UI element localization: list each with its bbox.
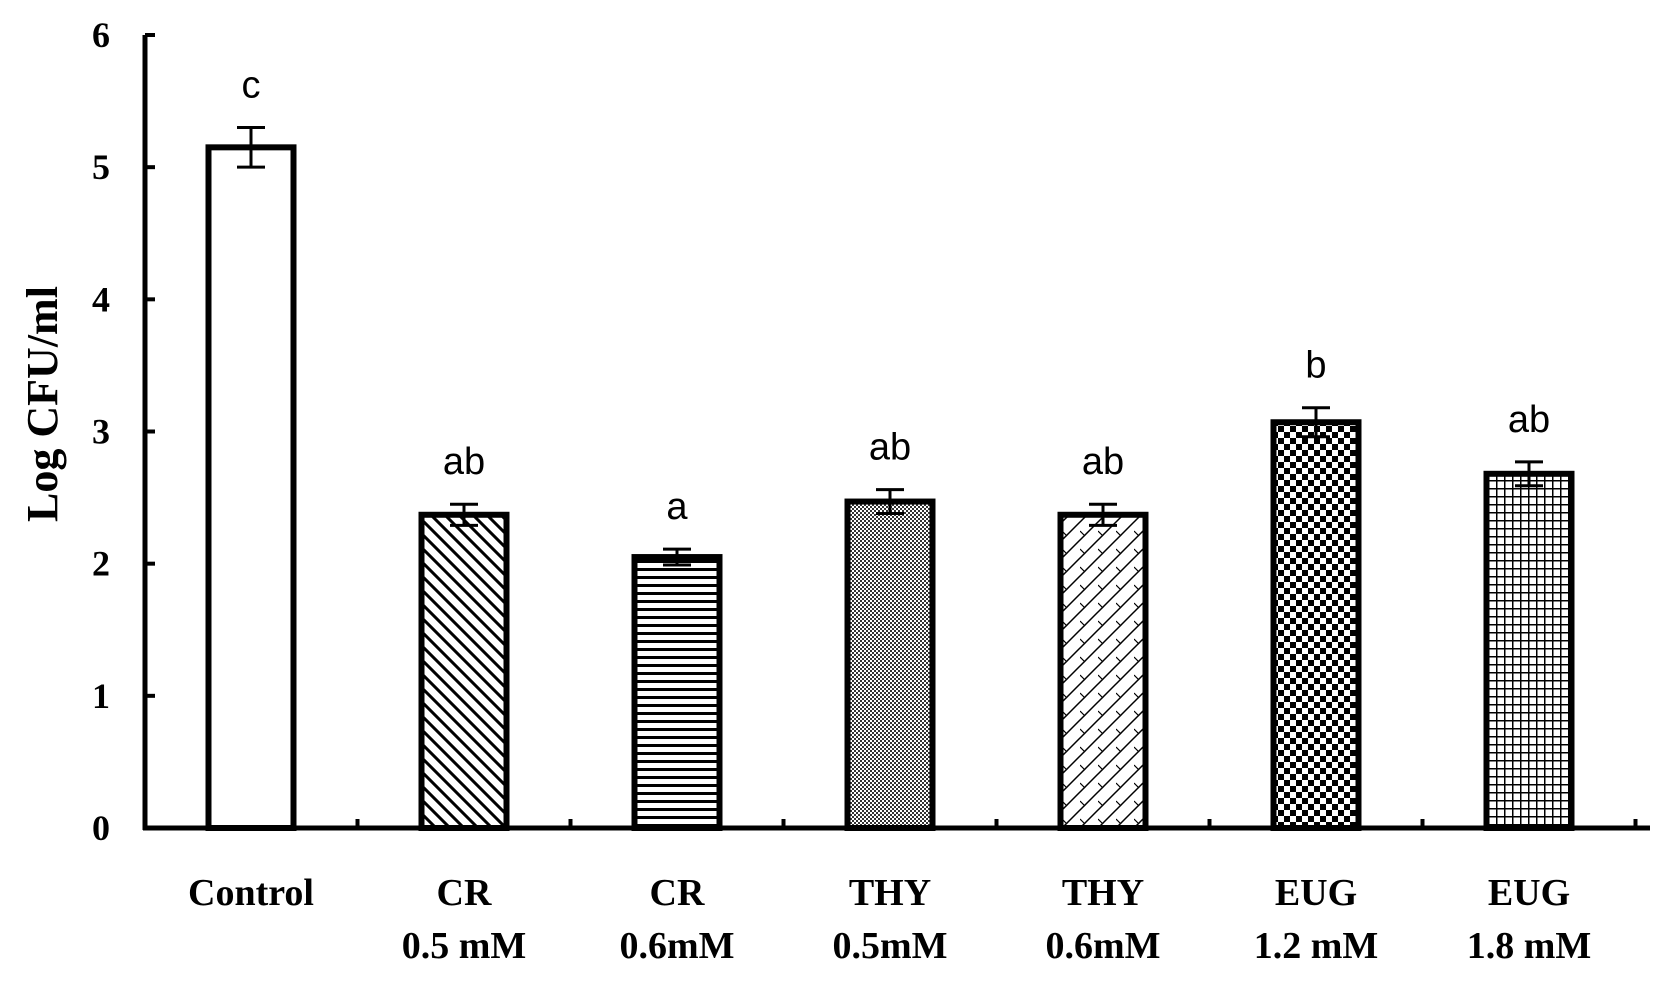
y-tick-label: 1 (92, 676, 110, 716)
y-tick-label: 5 (92, 147, 110, 187)
y-axis-ticks: 0 1 2 3 4 5 6 (92, 15, 155, 848)
x-category-label: EUG (1488, 872, 1570, 914)
significance-label: ab (1508, 399, 1550, 441)
significance-label: a (666, 486, 688, 528)
x-category-sublabel: 0.6mM (619, 925, 734, 967)
y-axis-title: Log CFU/ml (18, 286, 67, 522)
bar (418, 511, 510, 831)
bar (844, 498, 936, 831)
y-tick-label: 3 (92, 412, 110, 452)
x-category-sublabel: 0.5 mM (402, 925, 527, 967)
y-tick-label: 2 (92, 544, 110, 584)
bar (1483, 470, 1575, 831)
x-category-label: Control (188, 872, 314, 914)
significance-label: ab (869, 427, 911, 469)
x-category-sublabel: 1.8 mM (1467, 925, 1592, 967)
x-category-label: EUG (1275, 872, 1357, 914)
significance-label: ab (443, 441, 485, 483)
x-category-label: THY (1062, 872, 1144, 914)
bar (631, 554, 723, 832)
y-tick-label: 0 (92, 808, 110, 848)
x-category-sublabel: 0.5mM (832, 925, 947, 967)
x-category-label: CR (650, 872, 705, 914)
x-category-label: CR (437, 872, 492, 914)
bars-group: c ab a ab ab b ab (205, 65, 1575, 832)
x-category-sublabel: 1.2 mM (1254, 925, 1379, 967)
bar (1270, 419, 1362, 831)
significance-label: b (1305, 345, 1326, 387)
x-axis-ticks: Control CR 0.5 mM CR 0.6mM THY 0.5mM THY 0.6mM EU… (188, 819, 1638, 967)
y-tick-label: 4 (92, 279, 110, 319)
x-category-label: THY (849, 872, 931, 914)
x-category-sublabel: 0.6mM (1045, 925, 1160, 967)
bar (205, 144, 297, 831)
significance-label: c (242, 65, 261, 107)
significance-label: ab (1082, 441, 1124, 483)
bar (1057, 511, 1149, 831)
y-tick-label: 6 (92, 15, 110, 55)
